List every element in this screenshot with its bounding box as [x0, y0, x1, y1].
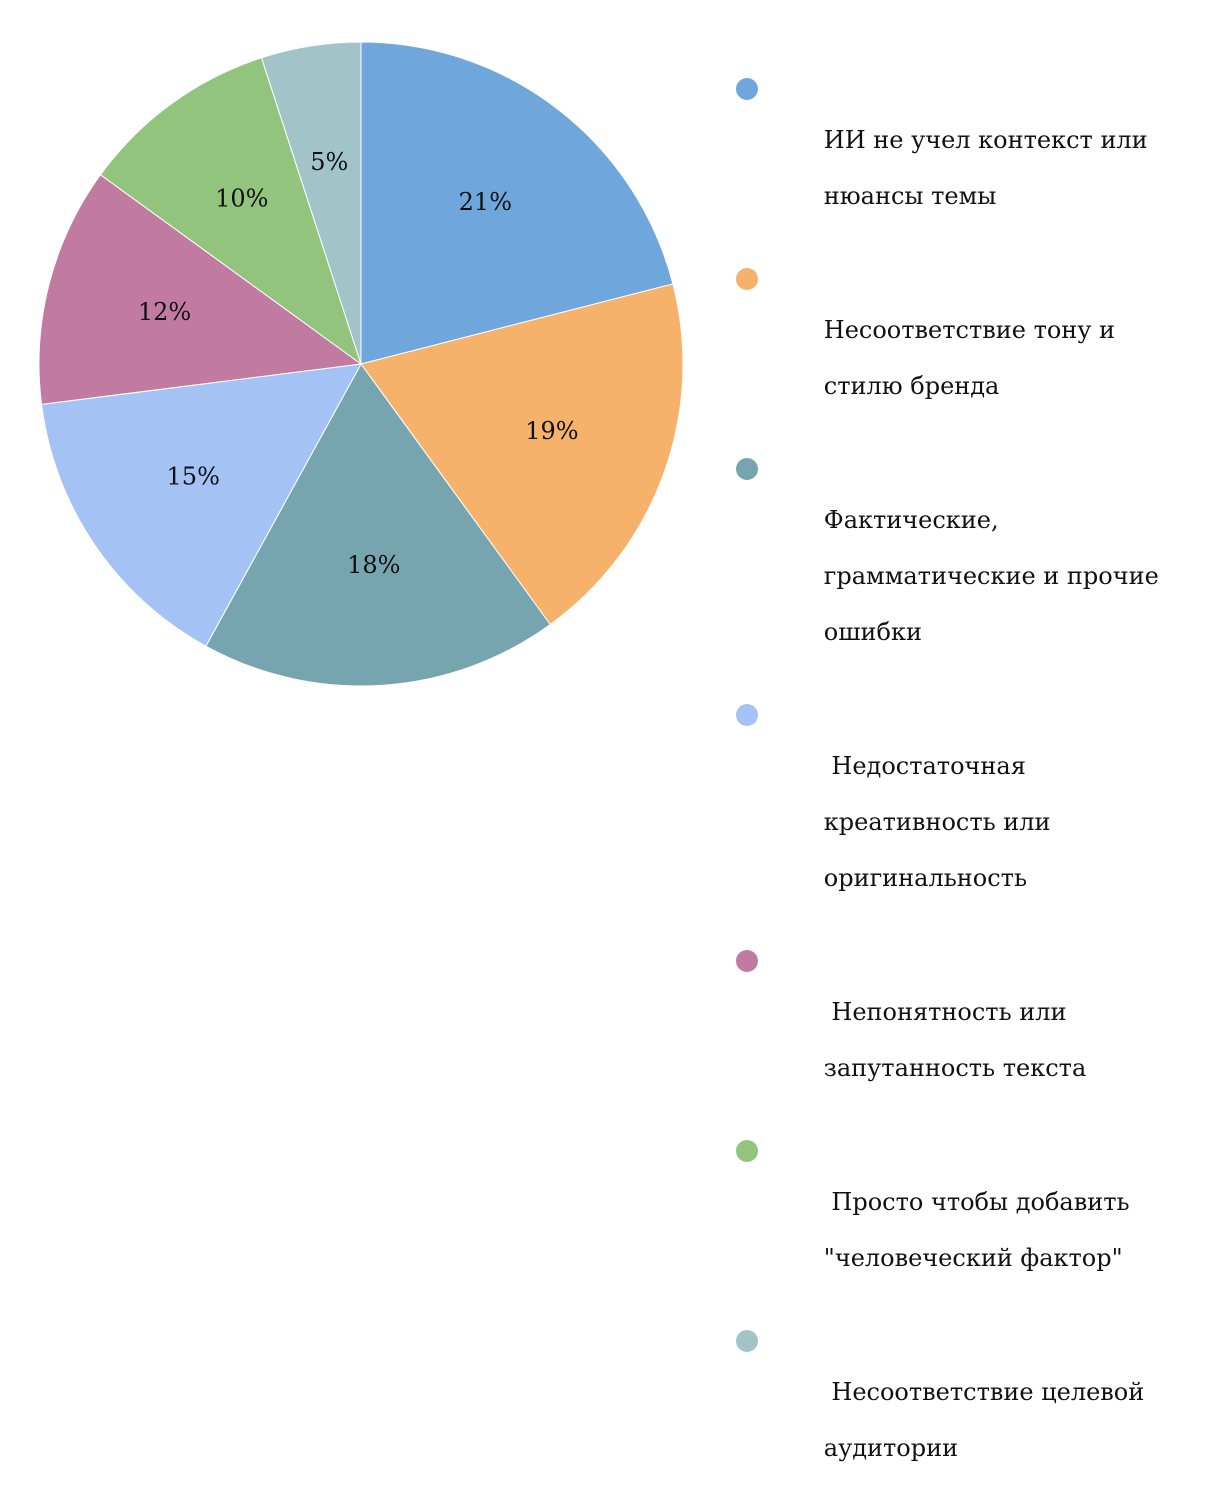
pie-slice-clarity: [38, 174, 363, 405]
pie-chart: 21% 19% 18% 15% 12% 10% 5% ИИ не учел контекст…: [38, 41, 1159, 1462]
legend-label-errors-line2: грамматические и прочие: [823, 562, 1159, 590]
legend-label-audience-line1: Несоответствие целевой: [823, 1378, 1145, 1406]
legend-label-clarity-line2: запутанность текста: [823, 1054, 1087, 1082]
legend-item-audience: Несоответствие целевой аудитории: [736, 1322, 1196, 1490]
pie-slice-audience: [260, 41, 362, 365]
legend-label-context-line2: нюансы темы: [823, 182, 997, 210]
pie-slice-context: [360, 41, 674, 365]
legend-label-creativity-line2: креативность или: [823, 808, 1051, 836]
legend-swatch-audience: [736, 1330, 758, 1352]
legend-swatch-context: [736, 78, 758, 100]
legend-label-tone-line1: Несоответствие тону и: [823, 316, 1116, 344]
legend-item-errors: Фактические, грамматические и прочие оши…: [736, 450, 1196, 674]
pie-slice-human-factor: [99, 57, 362, 366]
legend-label-context-line1: ИИ не учел контекст или: [823, 126, 1148, 154]
legend-item-human-factor: Просто чтобы добавить "человеческий факт…: [736, 1132, 1196, 1300]
legend-label-creativity-line1: Недостаточная: [823, 752, 1026, 780]
legend-label-creativity-line3: оригинальность: [823, 864, 1028, 892]
legend-label-audience-line2: аудитории: [823, 1434, 959, 1462]
legend-label-errors-line1: Фактические,: [823, 506, 999, 534]
pie-slice-tone: [360, 283, 684, 626]
pie-plot-area: 21% 19% 18% 15% 12% 10% 5%: [38, 41, 684, 687]
legend-swatch-errors: [736, 458, 758, 480]
pie-slice-creativity: [40, 363, 362, 647]
data-label-audience: 5%: [310, 148, 348, 176]
legend-swatch-human-factor: [736, 1140, 758, 1162]
legend-item-clarity: Непонятность или запутанность текста: [736, 942, 1196, 1110]
legend-swatch-tone: [736, 268, 758, 290]
data-label-errors: 18%: [347, 551, 400, 579]
legend-swatch-creativity: [736, 704, 758, 726]
legend-label-human-factor-line2: "человеческий фактор": [823, 1244, 1123, 1272]
legend-label-human-factor-line1: Просто чтобы добавить: [823, 1188, 1130, 1216]
data-label-context: 21%: [459, 188, 512, 216]
legend: ИИ не учел контекст или нюансы темы Несо…: [736, 70, 1196, 1490]
data-label-human-factor: 10%: [215, 184, 268, 212]
legend-item-context: ИИ не учел контекст или нюансы темы: [736, 70, 1196, 238]
legend-item-tone: Несоответствие тону и стилю бренда: [736, 260, 1196, 428]
legend-label-tone-line2: стилю бренда: [823, 372, 1000, 400]
data-label-clarity: 12%: [138, 298, 191, 326]
legend-label-errors-line3: ошибки: [823, 618, 922, 646]
legend-label-clarity-line1: Непонятность или: [823, 998, 1067, 1026]
legend-swatch-clarity: [736, 950, 758, 972]
legend-item-creativity: Недостаточная креативность или оригиналь…: [736, 696, 1196, 920]
data-label-creativity: 15%: [167, 463, 220, 491]
data-label-tone: 19%: [525, 417, 578, 445]
pie-slice-errors: [205, 363, 551, 687]
